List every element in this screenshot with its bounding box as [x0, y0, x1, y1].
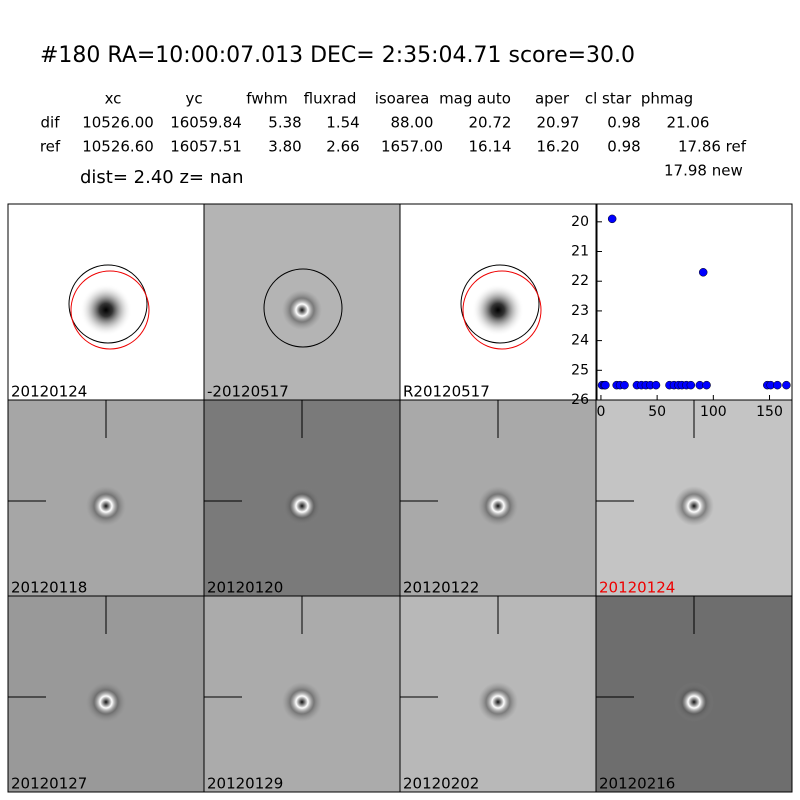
point [686, 380, 696, 390]
table-cell: 3.80 [268, 138, 301, 156]
column-header: fluxrad [304, 90, 357, 108]
table-cell: 16.20 [537, 138, 580, 156]
table-cell: 10526.00 [82, 114, 154, 132]
table-cell: 88.00 [391, 114, 434, 132]
panel-label: 20120118 [11, 579, 87, 597]
table-cell: 16057.51 [170, 138, 242, 156]
table-cell: 0.98 [607, 114, 640, 132]
y-tick-label: 20 [571, 214, 589, 230]
source [282, 290, 322, 330]
point [702, 380, 711, 390]
table-cell: 21.06 [667, 114, 710, 132]
table-cell: 16.14 [469, 138, 512, 156]
table-cell: 17.86 ref [678, 138, 747, 156]
panel-label: 20120129 [207, 775, 283, 793]
column-header: aper [535, 90, 570, 108]
source [478, 486, 518, 526]
source [282, 486, 322, 526]
panel-label: -20120517 [207, 383, 289, 401]
aperture [263, 268, 343, 348]
y-tick-label: 24 [571, 333, 589, 349]
source [282, 682, 322, 722]
y-tick-label: 23 [571, 303, 589, 319]
column-header: yc [185, 90, 202, 108]
x-tick-label: 150 [756, 404, 783, 420]
table-cell: 16059.84 [170, 114, 242, 132]
panel-label: 20120202 [403, 775, 479, 793]
x-tick-label: 50 [648, 404, 666, 420]
source [674, 682, 714, 722]
point [651, 380, 661, 390]
column-header: xc [105, 90, 122, 108]
plot-area [596, 203, 793, 401]
point [782, 380, 791, 390]
column-header: phmag [641, 90, 693, 108]
aperture-ref [462, 270, 542, 350]
panel-label: 20120122 [403, 579, 479, 597]
source [478, 682, 518, 722]
source [472, 284, 524, 336]
panel-label: R20120517 [403, 383, 490, 401]
column-header: mag auto [439, 90, 511, 108]
table-cell: ref [40, 138, 61, 156]
table-cell: 1.54 [326, 114, 359, 132]
point [773, 380, 782, 390]
dist: dist= 2.40 z= nan [80, 167, 244, 188]
title: #180 RA=10:00:07.013 DEC= 2:35:04.71 sco… [40, 43, 635, 68]
y-tick-label: 26 [571, 392, 589, 408]
new-mag: 17.98 new [664, 162, 743, 180]
point [601, 380, 610, 390]
source [86, 682, 126, 722]
table-cell: 20.97 [537, 114, 580, 132]
aperture [68, 264, 148, 344]
aperture-ref [70, 270, 150, 350]
table-cell: 10526.60 [82, 138, 154, 156]
point [698, 268, 708, 277]
y-tick-label: 21 [571, 244, 589, 260]
table-cell: 5.38 [268, 114, 301, 132]
table-cell: 0.98 [607, 138, 640, 156]
source [674, 486, 714, 526]
panel-label: 20120120 [207, 579, 283, 597]
table-cell: 20.72 [469, 114, 512, 132]
x-tick-label: 0 [596, 404, 605, 420]
table-cell: 1657.00 [381, 138, 443, 156]
x-tick-label: 100 [700, 404, 727, 420]
column-header: cl star [585, 90, 632, 108]
y-tick-label: 25 [571, 362, 589, 378]
panel-label: 20120124 [11, 383, 87, 401]
table-cell: dif [41, 114, 61, 132]
panel-label: 20120127 [11, 775, 87, 793]
y-tick-label: 22 [571, 273, 589, 289]
panel-label: 20120216 [599, 775, 675, 793]
source [80, 284, 132, 336]
column-header: fwhm [246, 90, 287, 108]
point [620, 380, 629, 390]
source [86, 486, 126, 526]
column-header: isoarea [375, 90, 430, 108]
panel-label: 20120124 [599, 579, 675, 597]
point [607, 214, 617, 224]
table-cell: 2.66 [326, 138, 359, 156]
aperture [460, 264, 540, 344]
